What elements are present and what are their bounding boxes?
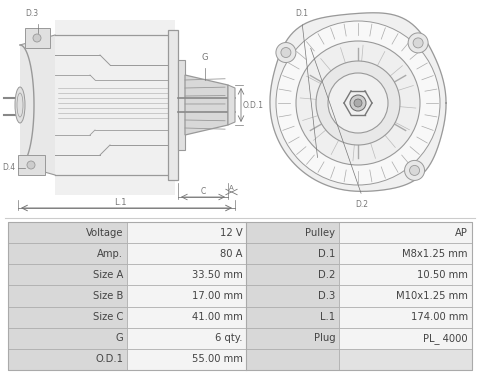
Bar	[127, 306, 247, 328]
Text: L.1: L.1	[320, 312, 336, 322]
Text: M10x1.25 mm: M10x1.25 mm	[396, 291, 468, 301]
Text: 12 V: 12 V	[220, 227, 242, 238]
Bar	[339, 349, 472, 370]
Bar	[8, 349, 127, 370]
Ellipse shape	[276, 21, 440, 185]
Bar	[247, 222, 339, 243]
Ellipse shape	[413, 38, 423, 48]
Text: M8x1.25 mm: M8x1.25 mm	[403, 249, 468, 259]
Text: D.2: D.2	[355, 200, 368, 209]
Bar	[247, 306, 339, 328]
Bar	[339, 264, 472, 285]
Text: D.1: D.1	[295, 9, 308, 18]
Text: Amp.: Amp.	[97, 249, 123, 259]
Text: D.1: D.1	[318, 249, 336, 259]
Bar	[8, 328, 127, 349]
Bar	[339, 285, 472, 306]
Text: PL_ 4000: PL_ 4000	[423, 333, 468, 344]
Text: 6 qty.: 6 qty.	[215, 333, 242, 343]
Text: 174.00 mm: 174.00 mm	[411, 312, 468, 322]
Text: D.3: D.3	[25, 9, 38, 18]
Text: C: C	[200, 187, 205, 196]
Text: 55.00 mm: 55.00 mm	[192, 355, 242, 364]
Bar	[127, 222, 247, 243]
Ellipse shape	[354, 99, 362, 107]
Ellipse shape	[405, 161, 425, 180]
Bar	[339, 222, 472, 243]
Ellipse shape	[316, 61, 400, 145]
Text: Size A: Size A	[93, 270, 123, 280]
Polygon shape	[185, 75, 228, 135]
Text: D.3: D.3	[318, 291, 336, 301]
Text: 41.00 mm: 41.00 mm	[192, 312, 242, 322]
Bar	[8, 222, 127, 243]
Text: 10.50 mm: 10.50 mm	[417, 270, 468, 280]
Bar	[127, 349, 247, 370]
Polygon shape	[25, 28, 50, 48]
Polygon shape	[228, 85, 235, 125]
Text: A: A	[228, 185, 233, 191]
Text: Voltage: Voltage	[86, 227, 123, 238]
Ellipse shape	[328, 73, 388, 133]
Text: Size C: Size C	[93, 312, 123, 322]
Bar	[339, 243, 472, 264]
Ellipse shape	[276, 42, 296, 62]
Ellipse shape	[27, 161, 35, 169]
Text: 17.00 mm: 17.00 mm	[192, 291, 242, 301]
Polygon shape	[168, 30, 178, 180]
Polygon shape	[20, 35, 55, 175]
Text: G: G	[116, 333, 123, 343]
Polygon shape	[178, 60, 185, 150]
Polygon shape	[55, 20, 175, 195]
Ellipse shape	[409, 165, 420, 176]
Bar	[8, 243, 127, 264]
Bar	[247, 243, 339, 264]
Text: AP: AP	[455, 227, 468, 238]
Ellipse shape	[33, 34, 41, 42]
Bar	[8, 306, 127, 328]
Bar	[247, 264, 339, 285]
Bar	[247, 328, 339, 349]
Bar	[127, 285, 247, 306]
Bar	[127, 243, 247, 264]
Bar	[127, 264, 247, 285]
Polygon shape	[18, 155, 45, 175]
Text: D.2: D.2	[318, 270, 336, 280]
Ellipse shape	[296, 41, 420, 165]
Ellipse shape	[408, 33, 428, 53]
Bar	[8, 222, 472, 370]
Bar	[8, 264, 127, 285]
Text: G: G	[202, 53, 208, 62]
Text: L.1: L.1	[114, 198, 126, 207]
Text: O.D.1: O.D.1	[95, 355, 123, 364]
Text: Size B: Size B	[93, 291, 123, 301]
Ellipse shape	[350, 95, 366, 111]
Text: Pulley: Pulley	[305, 227, 336, 238]
Text: O.D.1: O.D.1	[243, 100, 264, 109]
Text: Plug: Plug	[313, 333, 336, 343]
Text: 33.50 mm: 33.50 mm	[192, 270, 242, 280]
Bar	[247, 349, 339, 370]
Polygon shape	[270, 13, 446, 191]
Ellipse shape	[15, 87, 25, 123]
Ellipse shape	[281, 47, 291, 58]
Bar	[339, 328, 472, 349]
Bar	[127, 328, 247, 349]
Text: 80 A: 80 A	[220, 249, 242, 259]
Bar	[339, 306, 472, 328]
Bar	[8, 285, 127, 306]
Text: D.4: D.4	[2, 164, 15, 173]
Bar	[247, 285, 339, 306]
